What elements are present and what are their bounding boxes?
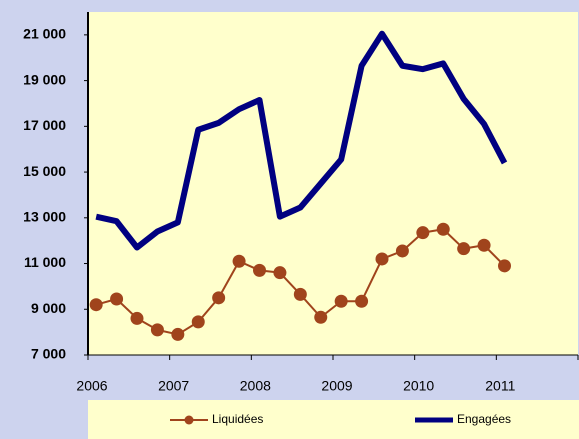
series-line — [95, 30, 508, 251]
point — [150, 323, 164, 337]
point — [171, 327, 185, 341]
x-tick-label: 2008 — [240, 378, 271, 394]
y-tick-label: 11 000 — [24, 254, 66, 270]
point — [477, 238, 491, 252]
legend-marker — [184, 415, 194, 425]
point — [395, 244, 409, 258]
point — [355, 294, 369, 308]
point — [314, 310, 328, 324]
point — [273, 266, 287, 280]
y-tick-label: 7 000 — [31, 346, 66, 362]
x-tick-label: 2009 — [321, 378, 352, 394]
plot-area — [88, 12, 578, 355]
y-tick-label: 15 000 — [23, 163, 66, 179]
x-tick-label: 2010 — [403, 378, 434, 394]
point — [375, 252, 389, 266]
point — [89, 298, 103, 312]
point — [110, 292, 124, 306]
y-tick-label: 17 000 — [23, 117, 66, 133]
x-tick-label: 2006 — [76, 378, 107, 394]
point — [416, 226, 430, 240]
point — [191, 315, 205, 329]
point — [334, 294, 348, 308]
legend-label: Engagées — [457, 412, 511, 426]
point — [457, 242, 471, 256]
legend-box — [88, 400, 579, 439]
point — [293, 287, 307, 301]
point — [498, 259, 511, 273]
y-tick-label: 9 000 — [31, 300, 66, 316]
x-tick-label: 2011 — [485, 378, 515, 394]
x-tick-label: 2007 — [158, 378, 189, 394]
point — [436, 222, 450, 236]
point — [232, 254, 246, 268]
point — [253, 263, 266, 277]
point — [212, 291, 226, 305]
legend-label: Liquidées — [212, 412, 263, 426]
y-tick-label: 21 000 — [23, 26, 66, 42]
point — [130, 311, 144, 325]
y-tick-label: 13 000 — [23, 209, 66, 225]
y-tick-label: 19 000 — [23, 71, 66, 87]
